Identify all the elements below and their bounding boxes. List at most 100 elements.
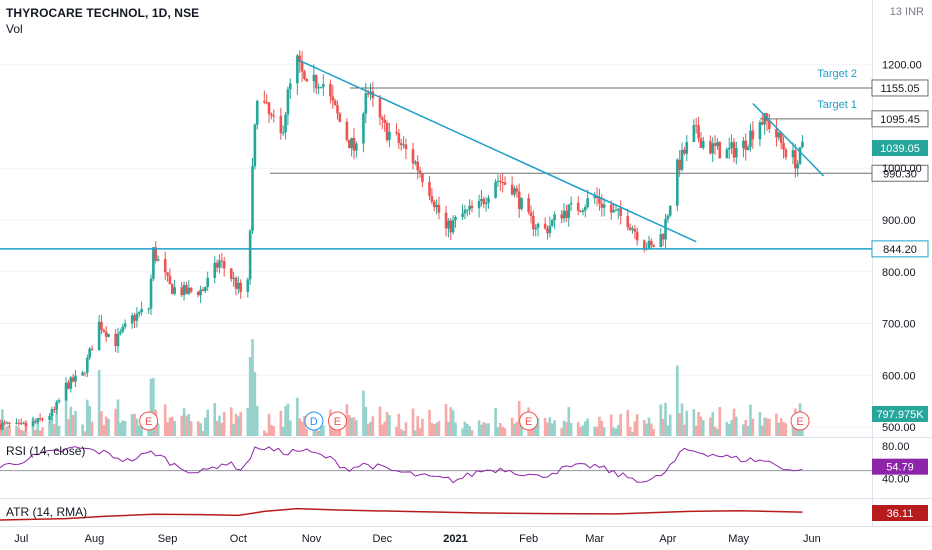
candle (204, 287, 207, 292)
candle (196, 291, 200, 296)
candle (173, 287, 176, 294)
price-level-tag (871, 110, 929, 128)
volume-bar (248, 357, 252, 436)
volume-bar (565, 422, 568, 436)
candle (546, 228, 549, 234)
volume-bar (454, 422, 457, 436)
volume-bar (642, 420, 646, 436)
volume-bars (0, 339, 804, 436)
candle (5, 422, 9, 424)
volume-bar (369, 421, 372, 436)
candle (218, 260, 221, 268)
volume-bar (137, 425, 141, 436)
candle (421, 173, 424, 183)
volume-bar (697, 412, 700, 436)
candle (288, 83, 292, 90)
volume-bar (635, 414, 639, 436)
volume-bar (8, 425, 11, 436)
candle (647, 240, 651, 249)
candle (100, 321, 103, 331)
candle (272, 115, 276, 117)
volume-bar (229, 407, 233, 436)
volume-label: Vol (6, 22, 23, 36)
volume-bar (395, 426, 398, 436)
volume-bar (15, 425, 18, 436)
candle (713, 143, 717, 146)
trendline (297, 58, 697, 243)
candle (553, 214, 556, 220)
volume-bar (645, 423, 648, 436)
candle (602, 204, 606, 208)
candle (333, 100, 337, 106)
candle (711, 143, 715, 154)
volume-bar (451, 410, 455, 436)
candle (435, 204, 438, 208)
volume-bar (383, 421, 386, 436)
candle (383, 119, 386, 123)
volume-bar (550, 423, 554, 436)
rsi-tick-label: 40.00 (882, 474, 910, 486)
volume-bar (267, 413, 271, 436)
candle (794, 150, 797, 169)
volume-bar (536, 417, 540, 436)
time-tick-label: Jun (803, 533, 821, 545)
volume-bar (352, 417, 356, 436)
volume-bar (484, 423, 488, 436)
volume-bar (432, 424, 436, 436)
candle (527, 197, 530, 213)
volume-bar (421, 418, 424, 436)
volume-bar (234, 413, 238, 436)
candle (222, 261, 226, 269)
volume-bar (775, 413, 778, 436)
candle (614, 210, 618, 212)
volume-bar (414, 430, 417, 436)
price-tick-label: 1200.00 (882, 60, 922, 72)
candle (454, 216, 457, 221)
price-tick-label: 600.00 (882, 370, 916, 382)
candle (114, 333, 117, 347)
volume-bar (180, 415, 184, 436)
volume-bar (152, 378, 155, 436)
volume-bar (263, 430, 266, 436)
candle (300, 62, 304, 72)
candle (220, 260, 224, 262)
chart-title: THYROCARE TECHNOL, 1D, NSE (6, 6, 200, 20)
volume-bar (725, 421, 729, 436)
volume-bar (189, 421, 193, 436)
candle (199, 289, 202, 296)
volume-bar (735, 416, 738, 436)
volume-bar (170, 416, 174, 436)
volume-bar (482, 422, 486, 436)
candle (362, 113, 365, 144)
volume-bar (746, 425, 750, 436)
candle (253, 124, 257, 167)
candle (52, 409, 56, 411)
candle (798, 147, 802, 164)
volume-bar (147, 428, 150, 436)
candle (350, 137, 353, 149)
volume-bar (104, 416, 108, 436)
volume-bar (288, 420, 292, 436)
volume-bar (553, 420, 556, 436)
candle (735, 148, 738, 158)
volume-bar (661, 418, 665, 436)
volume-bar (480, 424, 483, 436)
volume-bar (281, 426, 285, 436)
candle (69, 377, 73, 389)
candle (760, 122, 764, 125)
volume-bar (116, 399, 120, 436)
candle (90, 348, 94, 351)
candle (487, 197, 490, 203)
volume-bar (784, 423, 788, 436)
volume-value: 797.975K (876, 409, 924, 421)
candle (364, 93, 368, 114)
candle (322, 84, 325, 88)
volume-bar (664, 402, 667, 436)
candle (730, 142, 733, 149)
candle (461, 213, 464, 217)
candle (543, 223, 547, 229)
volume-bar (758, 412, 762, 436)
candle (692, 125, 696, 143)
candle (404, 144, 408, 150)
